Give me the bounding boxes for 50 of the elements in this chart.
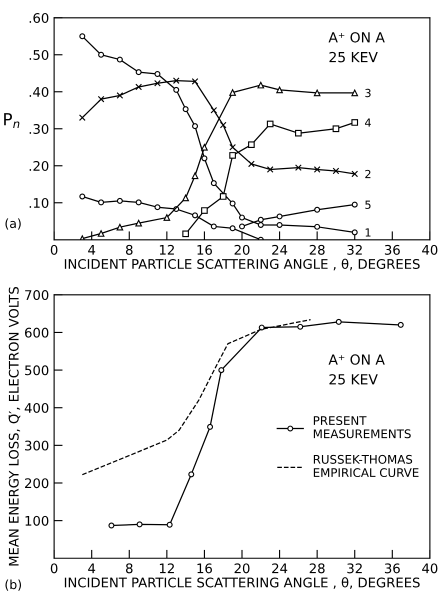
- x-tick-label: 40: [422, 563, 438, 574]
- annotation: 4: [364, 118, 371, 127]
- y-tick-label: 200: [25, 478, 48, 488]
- x-tick-label: 20: [234, 563, 250, 574]
- x-tick-label: 32: [347, 563, 362, 574]
- y-tick-label: 500: [25, 365, 48, 376]
- x-tick-label: 20: [234, 244, 250, 255]
- x-tick-label: 16: [197, 244, 212, 255]
- x-tick-label: 0: [50, 563, 58, 574]
- x-tick-label: 4: [88, 245, 96, 255]
- x-tick-label: 32: [347, 244, 362, 255]
- x-tick-label: 12: [160, 244, 174, 255]
- x-tick-label: 24: [272, 244, 288, 255]
- y-tick-label: 300: [25, 440, 48, 451]
- x-tick-label: 28: [310, 244, 325, 255]
- y-tick-label: .20: [30, 160, 48, 171]
- x-tick-label: 28: [310, 563, 325, 574]
- y-tick-label: .30: [30, 124, 48, 134]
- x-tick-label: 36: [384, 244, 400, 255]
- annotation: A⁺ ON A 25 KEV: [328, 354, 385, 385]
- text: (b): [5, 580, 22, 591]
- annotation: A⁺ ON A 25 KEV: [328, 32, 385, 62]
- x-tick-label: 40: [422, 244, 438, 255]
- y-tick-label: .50: [30, 50, 48, 60]
- y-axis-title: MEAN ENERGY LOSS, Q̄′, ELECTRON VOLTS: [8, 286, 20, 566]
- y-tick-label: 100: [26, 516, 48, 526]
- x-tick-label: 0: [50, 244, 58, 255]
- x-tick-label: 36: [384, 563, 400, 574]
- y-tick-label: .40: [30, 86, 48, 97]
- y-tick-label: .10: [30, 198, 48, 208]
- y-tick-label: 700: [25, 290, 48, 300]
- legend-label: PRESENT MEASUREMENTS: [314, 416, 411, 438]
- text: (a): [5, 218, 21, 230]
- x-axis-title: INCIDENT PARTICLE SCATTERING ANGLE , θ, DEGREES: [64, 258, 420, 270]
- x-tick-label: 24: [272, 563, 288, 574]
- x-tick-label: 8: [126, 244, 133, 255]
- y-axis-title: P$_{n}$: [4, 113, 20, 128]
- x-tick-label: 4: [88, 564, 96, 574]
- annotation: 1: [366, 228, 370, 237]
- annotation: 5: [365, 200, 371, 209]
- y-tick-label: .60: [30, 12, 48, 23]
- y-tick-label: 600: [24, 328, 48, 338]
- annotation: 3: [365, 88, 371, 98]
- x-tick-label: 16: [197, 563, 212, 574]
- legend-label: RUSSEK-THOMAS EMPIRICAL CURVE: [314, 454, 418, 478]
- x-axis-title: INCIDENT PARTICLE SCATTERING ANGLE , θ, DEGREES: [64, 577, 420, 589]
- x-tick-label: 8: [126, 563, 133, 574]
- annotation: 2: [365, 170, 370, 178]
- x-tick-label: 12: [160, 563, 174, 574]
- y-tick-label: 400: [24, 402, 48, 413]
